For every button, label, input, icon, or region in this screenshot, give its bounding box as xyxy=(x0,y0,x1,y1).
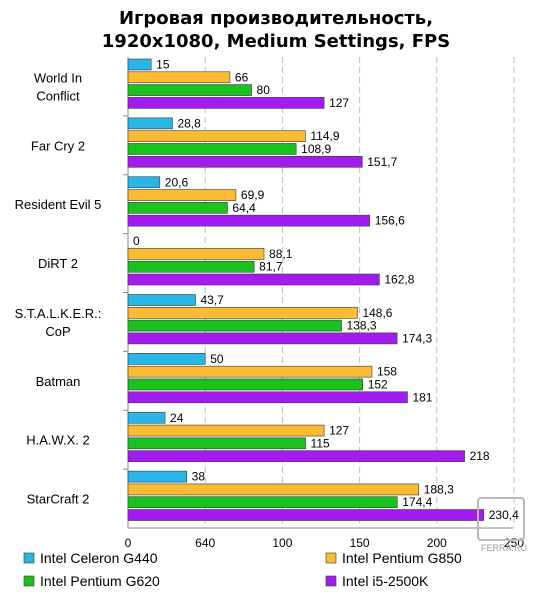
bar-value-label: 108,9 xyxy=(301,142,331,156)
legend-label: Intel i5-2500K xyxy=(342,573,429,589)
bar-value-label: 230,4 xyxy=(489,508,519,522)
bar xyxy=(127,155,363,168)
bar-value-label: 24 xyxy=(170,411,184,425)
legend-label: Intel Celeron G440 xyxy=(40,550,158,566)
bar xyxy=(127,353,206,365)
bar-value-label: 43,7 xyxy=(200,293,224,307)
bar-value-label: 174,4 xyxy=(402,495,432,509)
bar xyxy=(127,509,485,521)
category-label: Far Cry 2 xyxy=(31,138,85,153)
bar-value-label: 20,6 xyxy=(165,175,189,189)
legend-swatch xyxy=(23,552,35,564)
bar-value-label: 28,8 xyxy=(177,116,201,130)
bar-value-label: 158 xyxy=(377,365,397,379)
category-label: World In xyxy=(34,70,82,85)
bar xyxy=(127,202,228,214)
bar xyxy=(127,391,408,404)
legend-label: Intel Pentium G620 xyxy=(40,573,160,589)
bar-value-label: 174,3 xyxy=(402,331,432,345)
legend-swatch xyxy=(325,552,337,564)
bar-value-label: 69,9 xyxy=(241,188,265,202)
x-tick-label: 0 xyxy=(125,536,132,550)
bar-value-label: 151,7 xyxy=(367,155,397,169)
bar-value-label: 66 xyxy=(235,70,249,84)
watermark: FERRA.RU xyxy=(477,497,527,553)
bar xyxy=(127,450,465,462)
category-label: H.A.W.X. 2 xyxy=(26,433,90,448)
legend: Intel Celeron G440 Intel Pentium G850 Inte… xyxy=(23,550,462,589)
bar-value-label: 127 xyxy=(329,96,349,110)
bar-value-label: 162,8 xyxy=(384,273,414,287)
bar-value-label: 64,4 xyxy=(232,201,256,215)
x-tick-label: 200 xyxy=(427,536,447,550)
bar xyxy=(127,437,306,450)
bar xyxy=(127,378,363,391)
category-label: StarCraft 2 xyxy=(27,492,90,507)
bar xyxy=(127,319,342,332)
bar-value-label: 0 xyxy=(133,234,140,248)
bar xyxy=(127,483,420,496)
bar-value-label: 88,1 xyxy=(269,247,293,261)
bars xyxy=(127,58,485,521)
bar xyxy=(127,143,297,155)
bar xyxy=(127,214,371,227)
bar xyxy=(127,306,358,319)
bar-value-label: 218 xyxy=(470,449,490,463)
bar xyxy=(127,71,231,84)
x-tick-label: 640 xyxy=(195,536,215,550)
category-label: Resident Evil 5 xyxy=(15,197,102,212)
x-tick-label: 100 xyxy=(272,536,292,550)
bar-value-label: 114,9 xyxy=(310,129,339,143)
watermark-logo-box xyxy=(477,497,525,541)
category-label: Batman xyxy=(36,374,81,389)
bar xyxy=(127,189,237,201)
category-label: CoP xyxy=(45,324,70,339)
category-label: DiRT 2 xyxy=(38,256,78,271)
bar-value-label: 80 xyxy=(257,83,271,97)
bar-value-label: 15 xyxy=(156,58,170,72)
bar xyxy=(127,248,265,260)
bar xyxy=(127,84,252,96)
bar-value-label: 152 xyxy=(368,377,388,391)
bar-value-label: 148,6 xyxy=(362,306,392,320)
bar xyxy=(127,424,325,437)
bar xyxy=(127,260,255,273)
bar xyxy=(127,294,196,306)
category-labels: World In Conflict Far Cry 2 Resident Evil 5… xyxy=(15,70,102,506)
bar xyxy=(127,117,173,130)
bar-value-label: 127 xyxy=(329,424,349,438)
bar-value-label: 181 xyxy=(412,390,432,404)
bar-value-label: 115 xyxy=(311,436,330,450)
gridlines xyxy=(123,57,515,529)
bar xyxy=(127,411,166,424)
chart-title-line-1: Игровая производительность, xyxy=(119,8,433,29)
bar xyxy=(127,130,306,142)
legend-swatch xyxy=(325,575,337,587)
x-axis-ticks: 0 640 100 150 200 250 xyxy=(125,536,525,550)
bar xyxy=(127,97,325,109)
legend-swatch xyxy=(23,575,35,587)
watermark-text: FERRA.RU xyxy=(481,543,527,553)
bar xyxy=(127,332,398,345)
bar xyxy=(127,470,187,483)
legend-label: Intel Pentium G850 xyxy=(342,550,462,566)
bar-value-label: 50 xyxy=(210,352,224,366)
chart-title-line-2: 1920x1080, Medium Settings, FPS xyxy=(102,31,450,52)
bar xyxy=(127,273,380,286)
bar xyxy=(127,58,152,71)
bar xyxy=(127,496,398,509)
x-tick-label: 150 xyxy=(350,536,370,550)
bar-value-label: 188,3 xyxy=(424,482,454,496)
bar-value-label: 38 xyxy=(192,470,206,484)
bar-value-label: 138,3 xyxy=(347,319,377,333)
bar-value-label: 81,7 xyxy=(259,260,283,274)
bar xyxy=(127,176,161,189)
category-label: Conflict xyxy=(36,88,80,103)
category-label: S.T.A.L.K.E.R.: xyxy=(15,306,102,321)
bar xyxy=(127,365,373,378)
bar-value-label: 156,6 xyxy=(375,214,405,228)
